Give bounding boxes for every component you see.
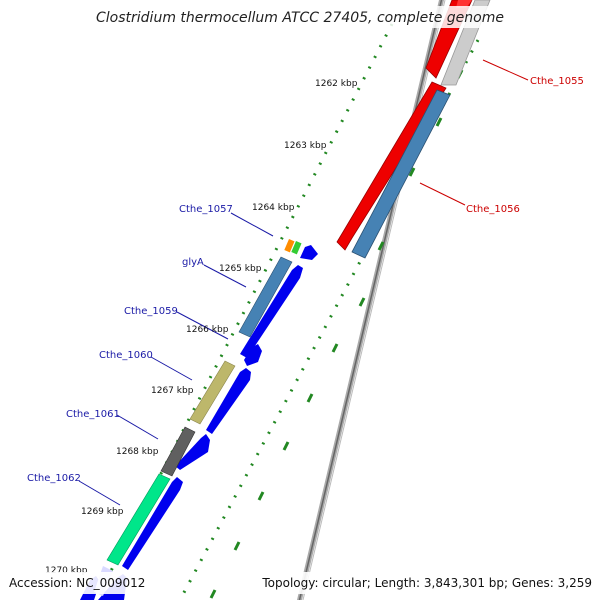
- tick-label-1270: 1270 kbp: [45, 566, 88, 576]
- label-cthe-1060[interactable]: Cthe_1060: [99, 350, 153, 361]
- tick-labels: 1262 kbp 1263 kbp 1264 kbp 1265 kbp 1266…: [45, 79, 358, 576]
- major-tick-7: [306, 393, 314, 403]
- gene-cthe-1062-block[interactable]: [106, 473, 171, 566]
- tick-label-1262: 1262 kbp: [315, 79, 358, 89]
- tick-label-1268: 1268 kbp: [116, 447, 159, 457]
- forward-cds-4[interactable]: [206, 368, 251, 434]
- label-cthe-1059[interactable]: Cthe_1059: [124, 306, 178, 317]
- label-cthe-1062[interactable]: Cthe_1062: [27, 473, 81, 484]
- major-tick-3: [408, 167, 416, 177]
- label-cthe-1061[interactable]: Cthe_1061: [66, 409, 120, 420]
- major-tick-6: [331, 343, 339, 353]
- gene-glya-block[interactable]: [238, 256, 293, 338]
- major-tick-8: [282, 441, 290, 451]
- forward-cds-1[interactable]: [300, 245, 318, 260]
- forward-cds-3[interactable]: [244, 344, 262, 366]
- gene-cthe-1057-block-b[interactable]: [291, 241, 302, 255]
- gene-cthe-1059-block[interactable]: [189, 360, 236, 425]
- tick-label-1266: 1266 kbp: [186, 325, 229, 335]
- accession-text: Accession: NC_009012: [9, 576, 145, 590]
- genome-backbone: [297, 0, 446, 600]
- forward-cds-2[interactable]: [240, 265, 303, 358]
- forward-cds-5[interactable]: [175, 434, 210, 470]
- gene-labels: Cthe_1055 Cthe_1056 Cthe_1057 glyA Cthe_…: [27, 59, 584, 506]
- gene-cthe-1057-block[interactable]: [284, 239, 295, 253]
- major-tick-10: [233, 541, 241, 551]
- tick-label-1269: 1269 kbp: [81, 507, 124, 517]
- tick-label-1264: 1264 kbp: [252, 203, 295, 213]
- label-glya[interactable]: glyA: [182, 257, 204, 268]
- label-cthe-1056[interactable]: Cthe_1056: [466, 204, 520, 215]
- major-tick-2: [435, 117, 443, 127]
- tick-label-1265: 1265 kbp: [219, 264, 262, 274]
- label-cthe-1057[interactable]: Cthe_1057: [179, 204, 233, 215]
- tick-dots-2: [178, 39, 480, 600]
- gene-cthe-1060-block[interactable]: [160, 426, 196, 477]
- major-tick-9: [257, 491, 265, 501]
- major-tick-5: [358, 297, 366, 307]
- forward-colored-track: [94, 239, 302, 596]
- forward-cds-6[interactable]: [122, 477, 183, 570]
- topology-text: Topology: circular; Length: 3,843,301 bp…: [261, 576, 592, 590]
- map-title: Clostridium thermocellum ATCC 27405, com…: [96, 10, 504, 26]
- label-cthe-1055[interactable]: Cthe_1055: [530, 76, 584, 87]
- tick-label-1267: 1267 kbp: [151, 386, 194, 396]
- major-tick-4: [377, 241, 385, 251]
- gene-cthe-1056-companion[interactable]: [351, 89, 451, 259]
- major-tick-11: [209, 589, 217, 599]
- reverse-strand-track: [336, 0, 491, 259]
- tick-label-1263: 1263 kbp: [284, 141, 327, 151]
